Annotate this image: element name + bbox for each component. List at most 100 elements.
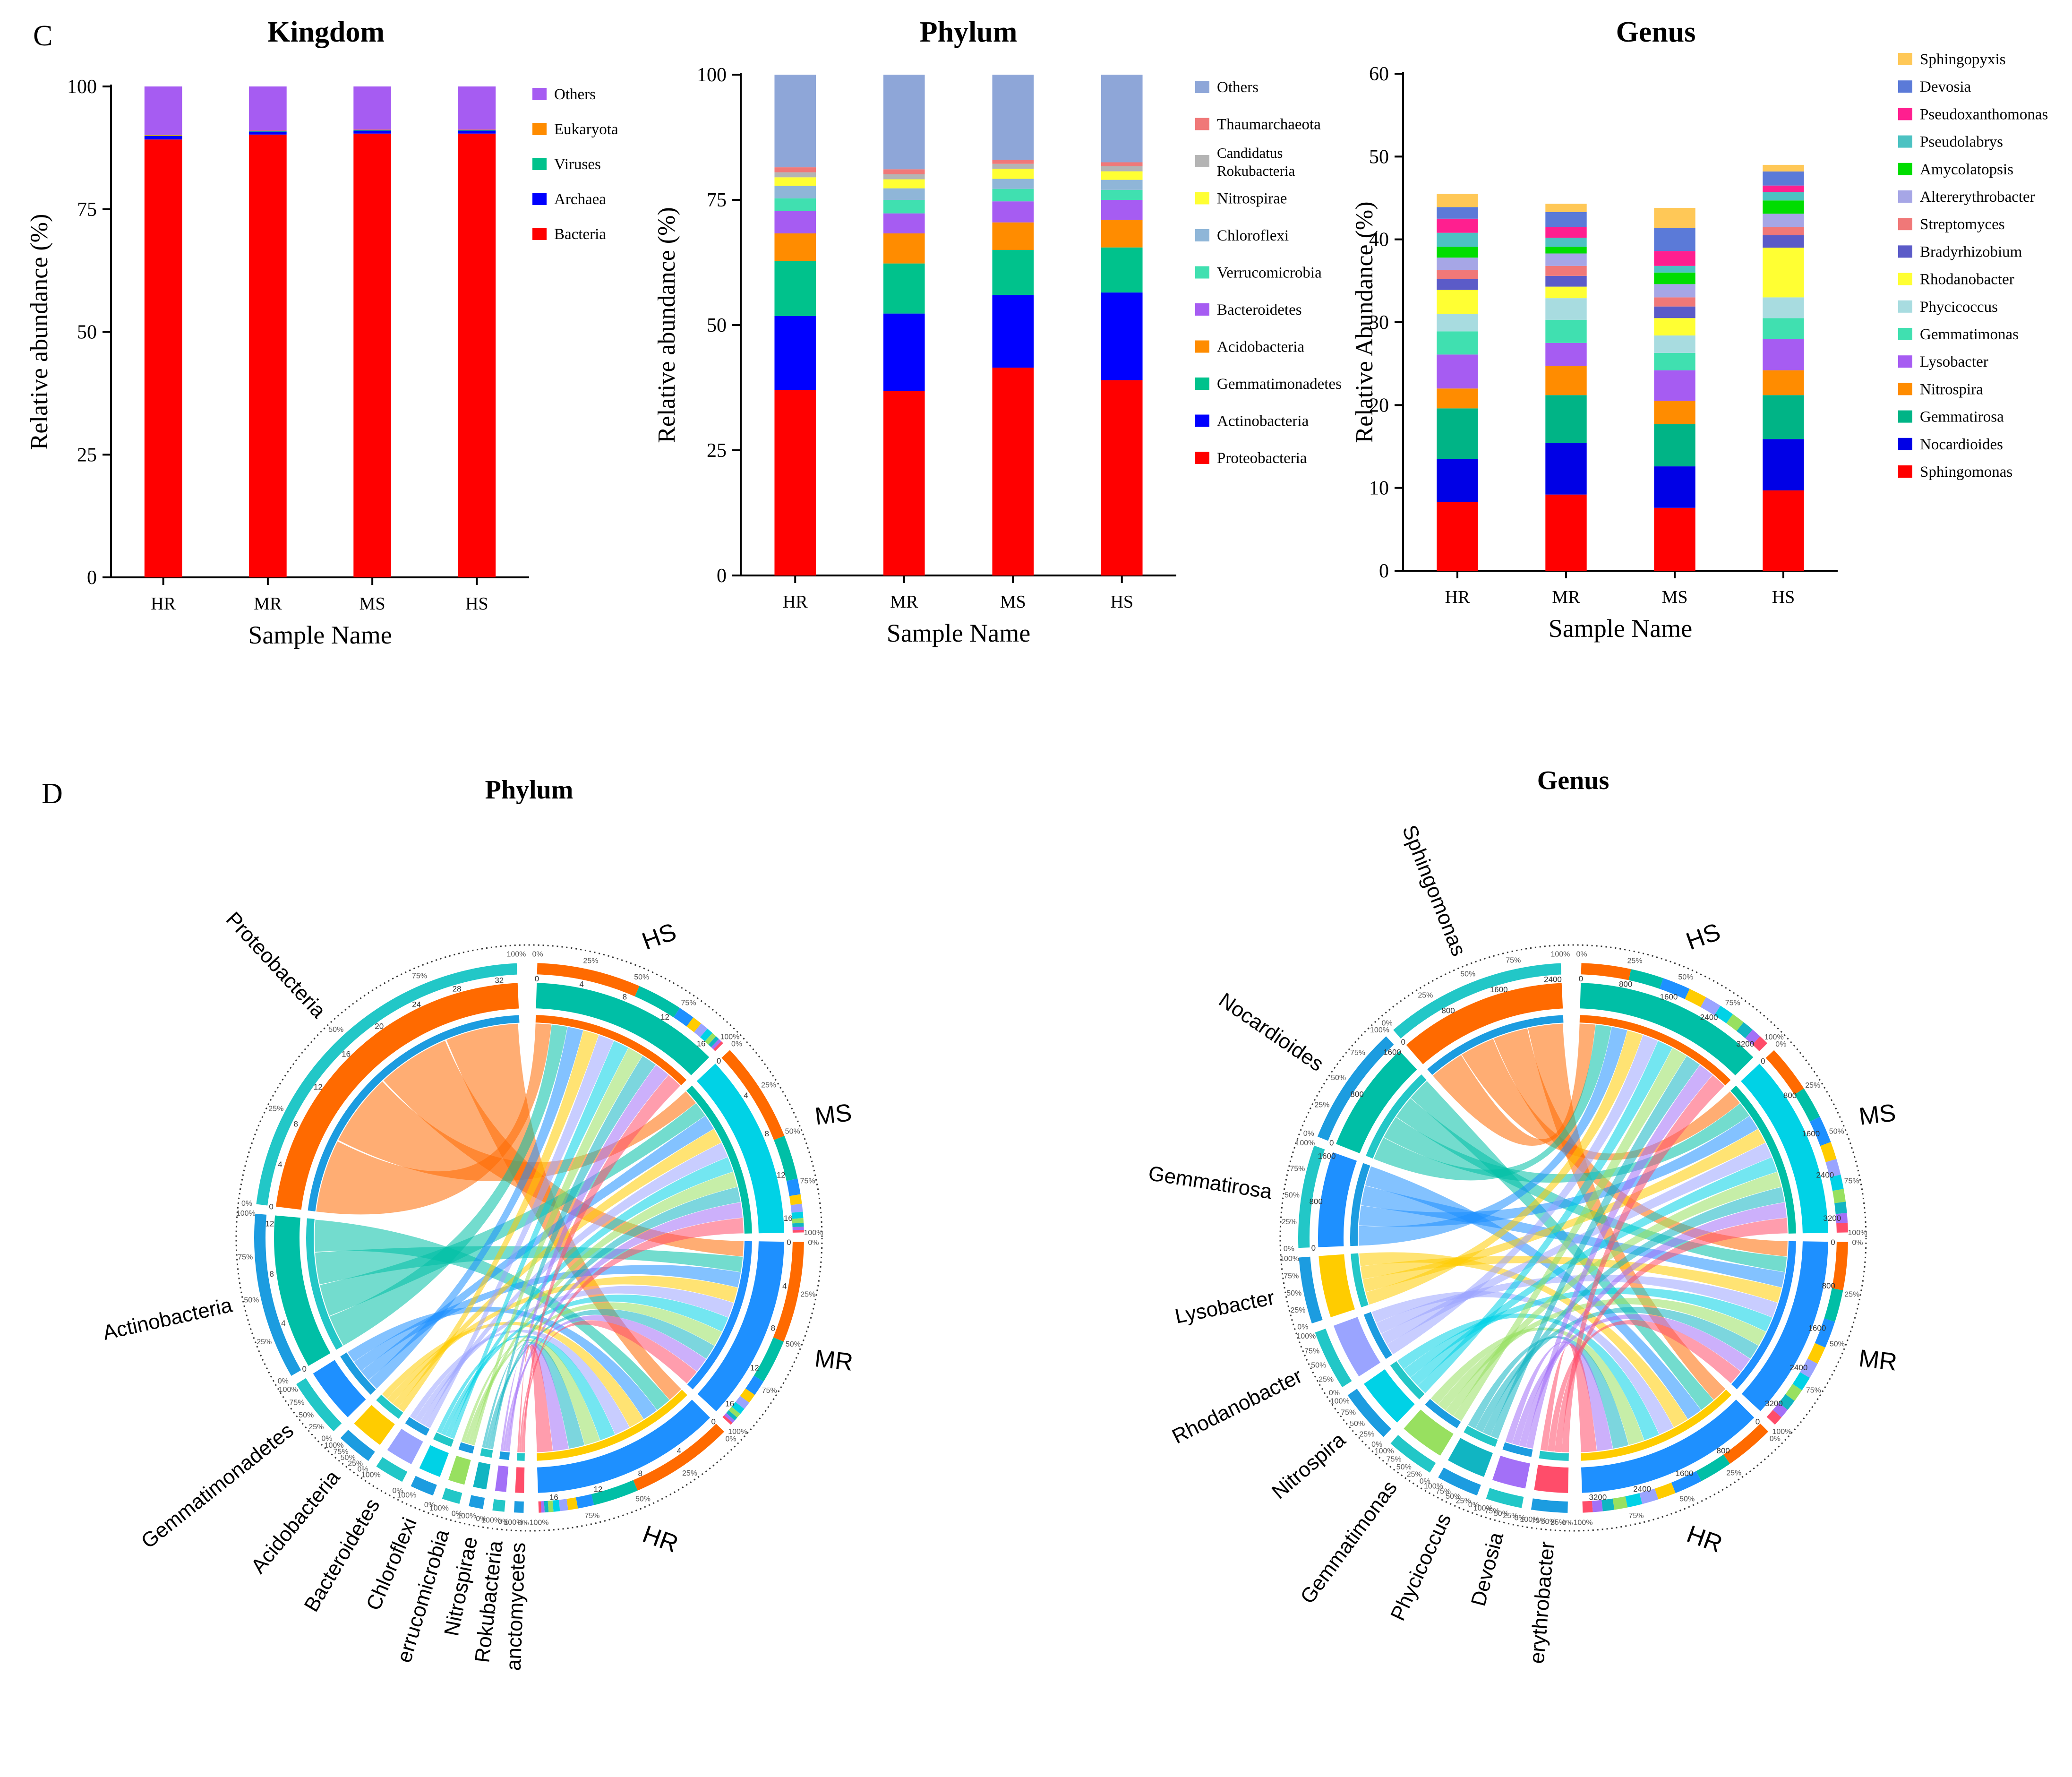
bar-segment-actinobacteria-hr xyxy=(774,316,816,390)
sample-tick-label: 2400 xyxy=(1633,1485,1651,1494)
y-tick-label: 20 xyxy=(1369,395,1389,416)
legend-label-thaumarchaeota: Thaumarchaeota xyxy=(1217,116,1321,133)
legend-swatch-phycicoccus xyxy=(1898,300,1912,313)
bar-segment-phycicoccus-hs xyxy=(1763,297,1804,318)
percent-tick-label: 25% xyxy=(1290,1306,1305,1314)
percent-tick-label: 25% xyxy=(1844,1290,1859,1298)
bar-segment-streptomyces-mr xyxy=(1545,266,1587,276)
percent-tick-label: 75% xyxy=(1350,1049,1365,1057)
kingdom-bar-chart: Kingdom 0 25 50 75 100 HR MR MS HS Sample Name Rela… xyxy=(26,16,618,649)
sample-tick-label: 4 xyxy=(782,1281,787,1290)
sample-composition-mr-phycicoccus xyxy=(1779,1394,1795,1410)
percent-tick-label: 50% xyxy=(1829,1128,1844,1136)
legend-label-gemmatirosa: Gemmatirosa xyxy=(1920,409,2004,426)
bar-segment-nitrospira-hs xyxy=(1763,370,1804,395)
taxon-arc-verrucomicrobia xyxy=(448,1455,471,1485)
percent-tick-label: 50% xyxy=(1284,1191,1300,1199)
chord-link-lysobacter-ms xyxy=(1362,1129,1765,1292)
bar-segment-bacteroidetes-ms xyxy=(992,201,1034,223)
percent-tick-label: 75% xyxy=(1844,1177,1859,1185)
bar-segment-others-hs xyxy=(1101,75,1143,163)
taxon-outer-band-gemmatimonadetes xyxy=(296,1378,342,1432)
bar-segment-lysobacter-hr xyxy=(1437,354,1478,389)
phylum-bar-chart: Phylum 0 25 50 75 100 HR MR MS HS Sample Name Relat… xyxy=(653,16,1342,647)
sample-composition-hr-rokubacteria xyxy=(540,1501,545,1513)
taxon-inner-band-bacteroidetes xyxy=(405,1417,430,1436)
genus-chord-diagram: GenusHS08001600240032000%25%50%75%100%MS… xyxy=(1147,766,1899,1665)
bar-segment-actinobacteria-mr xyxy=(883,313,925,391)
sample-composition-ms-gemmatimonadetes xyxy=(786,1178,801,1196)
bar-segment-candidatus-rokubacteria-hr xyxy=(774,172,816,178)
taxon-inner-band-verrucomicrobia xyxy=(458,1442,475,1454)
taxon-outer-band-devosia xyxy=(1486,1488,1524,1508)
bar-segment-streptomyces-hr xyxy=(1437,270,1478,279)
sample-inner-band-ms xyxy=(686,1085,752,1234)
chord-link-rokubacteria-hr xyxy=(500,1344,569,1451)
percent-tick-label: 0% xyxy=(357,1465,368,1473)
percent-tick-label: 0% xyxy=(1562,1519,1573,1527)
sample-tick-label: 800 xyxy=(1717,1446,1730,1455)
sample-tick-label: 0 xyxy=(1761,1057,1765,1066)
bar-segment-gemmatirosa-mr xyxy=(1545,395,1587,443)
y-axis-label: Relative Abundance (%) xyxy=(1351,201,1378,443)
taxon-inner-band-gemmatirosa xyxy=(1350,1163,1370,1246)
bar-segment-sphingopyxis-hr xyxy=(1437,194,1478,207)
bar-segment-altererythrobacter-hs xyxy=(1763,214,1804,227)
bar-segment-viruses-mr xyxy=(249,131,287,132)
bar-segment-chloroflexi-hr xyxy=(774,186,816,198)
percent-tick-label: 25% xyxy=(1319,1375,1334,1383)
taxon-label-rhodanobacter: Rhodanobacter xyxy=(1168,1364,1306,1448)
percent-tick-label: 0% xyxy=(452,1510,462,1518)
legend-label-candidatus-rokubacteria: Candidatus Rokubacteria xyxy=(1217,145,1295,179)
sample-composition-hs-nocardioides xyxy=(1628,969,1663,989)
bar-segment-gemmatimonadetes-ms xyxy=(992,250,1034,295)
taxon-tick-label: 0 xyxy=(1329,1138,1334,1147)
legend-label-pseudolabrys: Pseudolabrys xyxy=(1920,134,2003,151)
x-tick-label: MR xyxy=(254,594,282,614)
percent-tick-label: 75% xyxy=(762,1387,777,1395)
percent-tick-label: 0% xyxy=(726,1435,736,1443)
bar-segment-gemmatimonadetes-hr xyxy=(774,261,816,316)
sample-composition-hs-rhodanobacter xyxy=(1700,997,1721,1015)
sample-composition-hr-nocardioides xyxy=(1696,1454,1730,1481)
sample-tick-label: 8 xyxy=(623,993,627,1002)
bar-segment-pseudoxanthomonas-ms xyxy=(1654,251,1695,266)
legend-label-line: Rokubacteria xyxy=(1217,163,1295,179)
legend-swatch-bradyrhizobium xyxy=(1898,245,1912,258)
sample-composition-ms-chloroflexi xyxy=(791,1211,804,1219)
percent-tick-label: 0% xyxy=(392,1487,403,1495)
legend-swatch-pseudolabrys xyxy=(1898,135,1912,148)
y-tick-label: 60 xyxy=(1369,63,1389,85)
x-tick-label: HR xyxy=(1445,587,1470,607)
taxon-tick-label: 2400 xyxy=(1544,975,1562,984)
sample-inner-band-hr xyxy=(536,1390,687,1461)
bar-segment-bradyrhizobium-ms xyxy=(1654,306,1695,318)
percent-tick-label: 100% xyxy=(1424,1482,1443,1490)
bar-segment-sphingomonas-mr xyxy=(1545,494,1587,571)
legend-swatch-nitrospira xyxy=(1898,383,1912,395)
sample-composition-ms-altererythrobacter xyxy=(1836,1222,1848,1233)
chord-link-chloroflexi-mr xyxy=(441,1294,728,1435)
panel-label-c: C xyxy=(33,20,52,52)
percent-tick-label: 0% xyxy=(476,1515,487,1523)
chart-title: Kingdom xyxy=(267,16,385,48)
sample-composition-mr-nocardioides xyxy=(1824,1288,1843,1322)
sample-composition-hr-devosia xyxy=(1592,1500,1603,1512)
sample-tick-label: 3200 xyxy=(1736,1039,1754,1048)
bar-segment-sphingomonas-ms xyxy=(1654,507,1695,571)
sample-tick-label: 12 xyxy=(777,1171,786,1180)
bar-segment-nitrospira-hr xyxy=(1437,388,1478,409)
legend-swatch-devosia xyxy=(1898,80,1912,93)
bar-segment-chloroflexi-hs xyxy=(1101,180,1143,190)
taxon-inner-band-proteobacteria xyxy=(308,1015,520,1212)
percent-tick-label: 0% xyxy=(731,1040,742,1048)
chord-link-lysobacter-hr xyxy=(1359,1252,1688,1427)
legend-swatch-gemmatimonadetes xyxy=(1195,378,1209,390)
chord-title: Phylum xyxy=(485,775,574,805)
sample-composition-hr-chloroflexi xyxy=(552,1500,560,1512)
sample-composition-hs-acidobacteria xyxy=(686,1017,702,1032)
sample-composition-ms-lysobacter xyxy=(1820,1142,1837,1162)
legend-label-phycicoccus: Phycicoccus xyxy=(1920,299,1998,316)
sample-composition-ms-actinobacteria xyxy=(774,1135,798,1181)
